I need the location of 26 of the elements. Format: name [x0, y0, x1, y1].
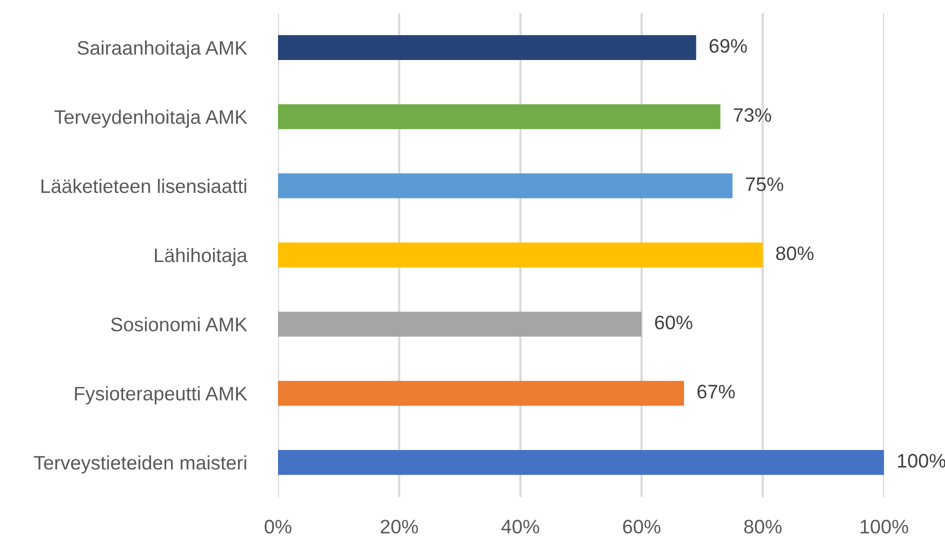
- x-tick-label: 60%: [623, 520, 660, 534]
- data-label: 75%: [746, 177, 784, 192]
- data-label: 69%: [710, 39, 747, 53]
- x-tick-label: 100%: [860, 520, 908, 534]
- x-tick-label: 40%: [501, 520, 540, 534]
- x-tick-label: 0%: [264, 520, 292, 534]
- y-tick-label: Lääketieteen lisensiaatti: [42, 178, 246, 194]
- data-label: 73%: [734, 108, 772, 122]
- bar: [278, 450, 884, 475]
- bar: [278, 380, 684, 406]
- bar: [278, 173, 732, 198]
- bar: [278, 104, 720, 130]
- y-tick-label: Sairaanhoitaja AMK: [78, 40, 248, 59]
- y-tick-label: Terveydenhoitaja AMK: [54, 110, 248, 128]
- y-tick-label: Terveystieteiden maisteri: [34, 455, 246, 474]
- data-label: 67%: [698, 384, 735, 399]
- x-tick-label: 20%: [380, 520, 418, 534]
- y-tick-label: Lähihoitaja: [154, 248, 248, 266]
- x-tick-label: 80%: [744, 520, 782, 534]
- data-label: 80%: [776, 246, 814, 260]
- bar: [278, 312, 642, 337]
- bar: [278, 35, 696, 60]
- y-tick-label: Fysioterapeutti AMK: [75, 386, 248, 404]
- data-label: 60%: [655, 316, 692, 330]
- bar: [278, 242, 763, 268]
- y-tick-label: Sosionomi AMK: [111, 317, 248, 332]
